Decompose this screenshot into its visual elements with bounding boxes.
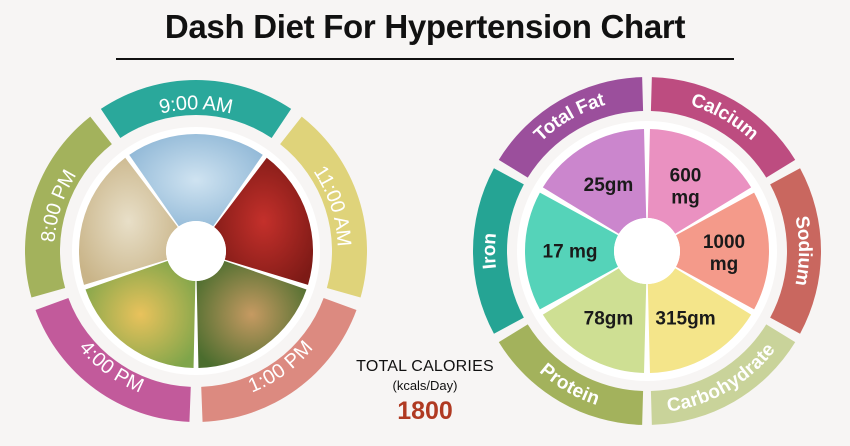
- calories-value: 1800: [397, 397, 453, 425]
- nutrient-ring-total-fat: [498, 77, 644, 178]
- page-title: Dash Diet For Hypertension Chart: [164, 8, 686, 45]
- calories-label: TOTAL CALORIES: [356, 358, 494, 375]
- title-underline: [116, 58, 734, 60]
- nutrient-ring-carbohydrate: [650, 324, 796, 425]
- nutrient-name-label: Sodium: [790, 214, 815, 287]
- nutrient-wedge-calcium: [647, 129, 752, 234]
- nutrient-value: 17 mg: [543, 242, 598, 263]
- nutrient-wedge-total-fat: [542, 129, 647, 234]
- meal-ring-segment-8-00-pm: [25, 116, 112, 298]
- meal-ring-segment-1-00-pm: [201, 297, 357, 422]
- food-image-vegetable-soup: [85, 260, 196, 368]
- nutrient-ring-iron: [473, 168, 524, 334]
- meal-ring-segment-4-00-pm: [35, 297, 191, 422]
- food-image-pasta: [79, 157, 178, 285]
- meal-time-label: 9:00 AM: [157, 92, 235, 118]
- nutrient-value: 78gm: [584, 308, 634, 329]
- nutrient-wedge-sodium: [675, 192, 769, 310]
- nutrient-name-label: Iron: [479, 232, 501, 270]
- food-image-flatbread-greens: [196, 260, 307, 368]
- nutrient-wedge-iron: [525, 192, 619, 310]
- nutrient-ring-protein: [498, 324, 644, 425]
- nutrient-value: 600 mg: [670, 165, 702, 208]
- nutrient-value: 25gm: [584, 175, 634, 196]
- food-image-milk-glass: [129, 134, 263, 227]
- meal-ring-segment-11-00-am: [280, 116, 367, 298]
- nutrient-ring-sodium: [770, 168, 821, 334]
- total-calories: TOTAL CALORIES (kcals/Day) 1800: [340, 358, 510, 426]
- nutrient-wedge-carbohydrate: [647, 268, 752, 373]
- food-image-apples: [214, 157, 313, 285]
- meal-ring-segment-9-00-am: [100, 79, 292, 138]
- nutrient-wheel: Total Fat CalciumSodiumCarbohydrateProtei…: [473, 77, 821, 425]
- meal-center-hub: [166, 221, 226, 281]
- nutrient-value: 1000 mg: [703, 232, 745, 275]
- nutrient-center-hub: [614, 218, 680, 284]
- nutrient-ring-calcium: [650, 77, 796, 178]
- nutrient-value: 315gm: [655, 308, 715, 329]
- calories-unit: (kcals/Day): [392, 378, 458, 393]
- nutrient-wedge-protein: [542, 268, 647, 373]
